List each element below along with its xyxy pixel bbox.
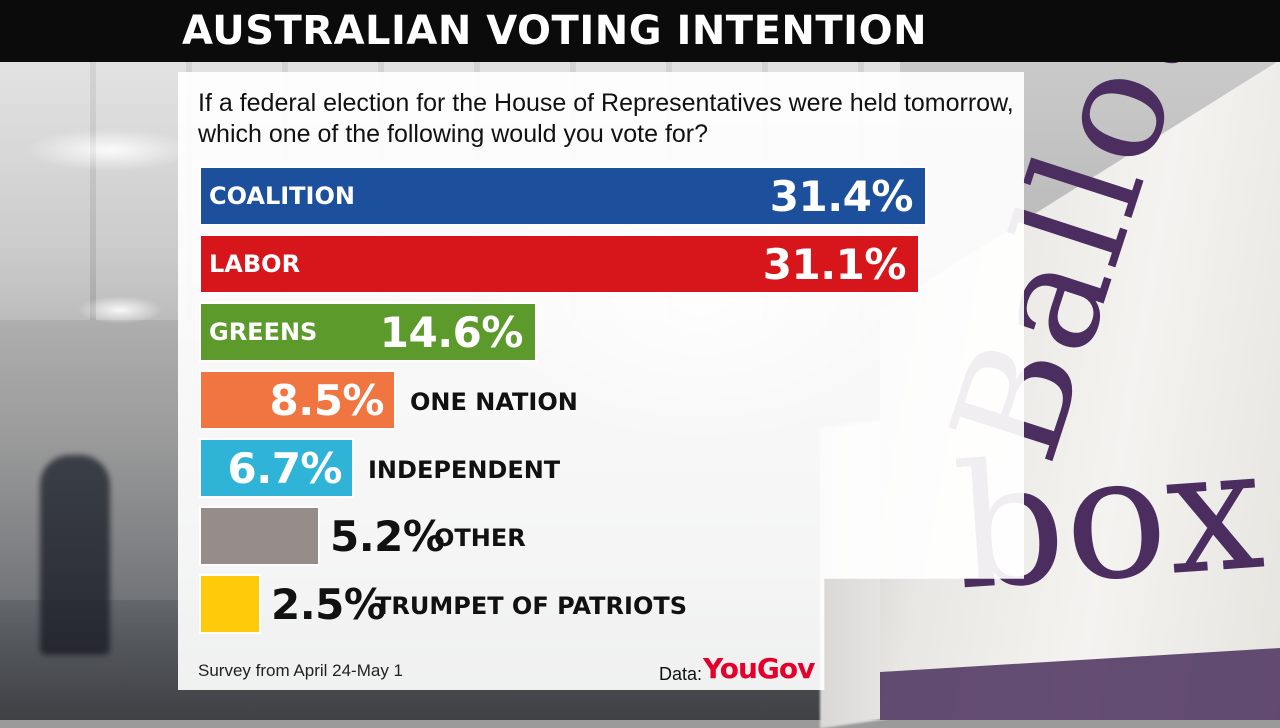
yougov-logo: YouGov — [703, 652, 815, 685]
bar-label-trumpet-of-patriots: TRUMPET OF PATRIOTS — [375, 592, 688, 620]
bar-labor — [199, 234, 920, 294]
chart-title: AUSTRALIAN VOTING INTENTION — [182, 8, 928, 54]
bar-other — [199, 506, 320, 566]
bar-value-labor: 31.1% — [762, 240, 907, 289]
survey-dates: Survey from April 24-May 1 — [198, 661, 404, 680]
bar-label-independent: INDEPENDENT — [368, 456, 561, 484]
bar-coalition — [199, 166, 927, 226]
bar-value-independent: 6.7% — [227, 444, 343, 493]
bar-label-greens: GREENS — [209, 318, 318, 346]
bar-label-labor: LABOR — [209, 250, 301, 278]
bar-value-greens: 14.6% — [379, 308, 524, 357]
bar-value-other: 5.2% — [330, 512, 445, 561]
data-source-label: Data: — [659, 664, 703, 684]
bar-label-one-nation: ONE NATION — [410, 388, 578, 416]
background-person — [40, 455, 110, 655]
bar-value-one-nation: 8.5% — [269, 376, 385, 425]
bar-value-coalition: 31.4% — [769, 172, 914, 221]
survey-question: If a federal election for the House of R… — [198, 89, 1014, 148]
title-bar: AUSTRALIAN VOTING INTENTION — [0, 0, 1280, 62]
bar-independent — [199, 438, 354, 498]
bar-label-other: OTHER — [434, 524, 526, 552]
bar-trumpet-of-patriots — [199, 574, 261, 634]
bar-label-coalition: COALITION — [209, 182, 355, 210]
bar-greens — [199, 302, 537, 362]
bar-value-trumpet-of-patriots: 2.5% — [271, 580, 386, 629]
bar-one-nation — [199, 370, 396, 430]
